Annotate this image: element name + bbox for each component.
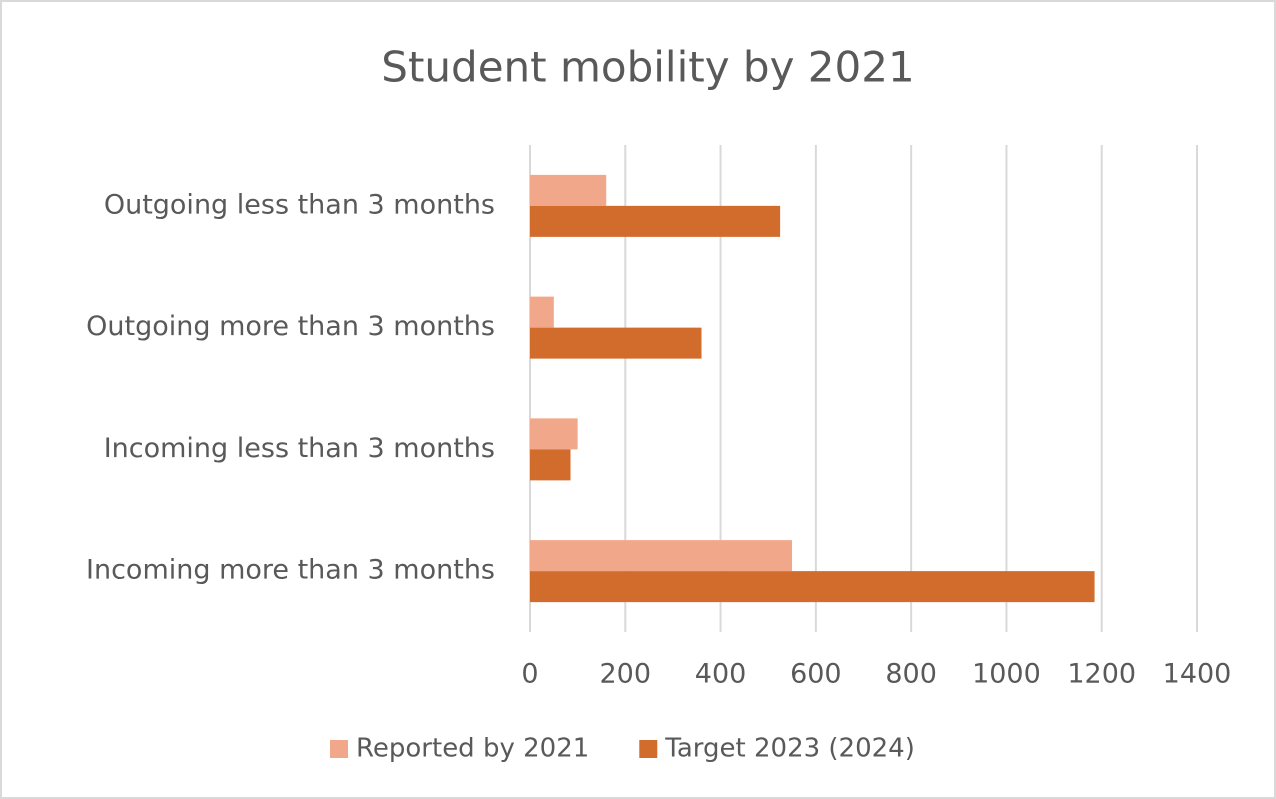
bar	[530, 571, 1095, 603]
bar	[530, 205, 781, 237]
x-tick-label: 0	[521, 659, 538, 690]
x-tick-label: 200	[600, 659, 652, 690]
x-tick-label: 600	[790, 659, 842, 690]
bar	[530, 296, 554, 328]
legend-swatch	[330, 740, 348, 758]
x-tick-label: 1000	[972, 659, 1041, 690]
x-tick-label: 800	[885, 659, 937, 690]
x-tick-label: 1200	[1067, 659, 1136, 690]
bar	[530, 418, 578, 450]
legend-swatch	[639, 740, 658, 758]
bar	[530, 174, 607, 206]
x-tick-label: 400	[695, 659, 747, 690]
y-tick-label: Incoming more than 3 months	[86, 555, 495, 586]
legend-label: Target 2023 (2024)	[664, 734, 915, 764]
bar	[530, 327, 702, 359]
legend-label: Reported by 2021	[356, 734, 589, 764]
bar	[530, 540, 793, 572]
y-tick-label: Outgoing more than 3 months	[86, 311, 495, 342]
bar	[530, 449, 571, 481]
x-tick-label: 1400	[1163, 659, 1232, 690]
y-tick-label: Incoming less than 3 months	[104, 433, 495, 464]
y-tick-label: Outgoing less than 3 months	[104, 189, 495, 220]
chart-title: Student mobility by 2021	[381, 43, 914, 92]
